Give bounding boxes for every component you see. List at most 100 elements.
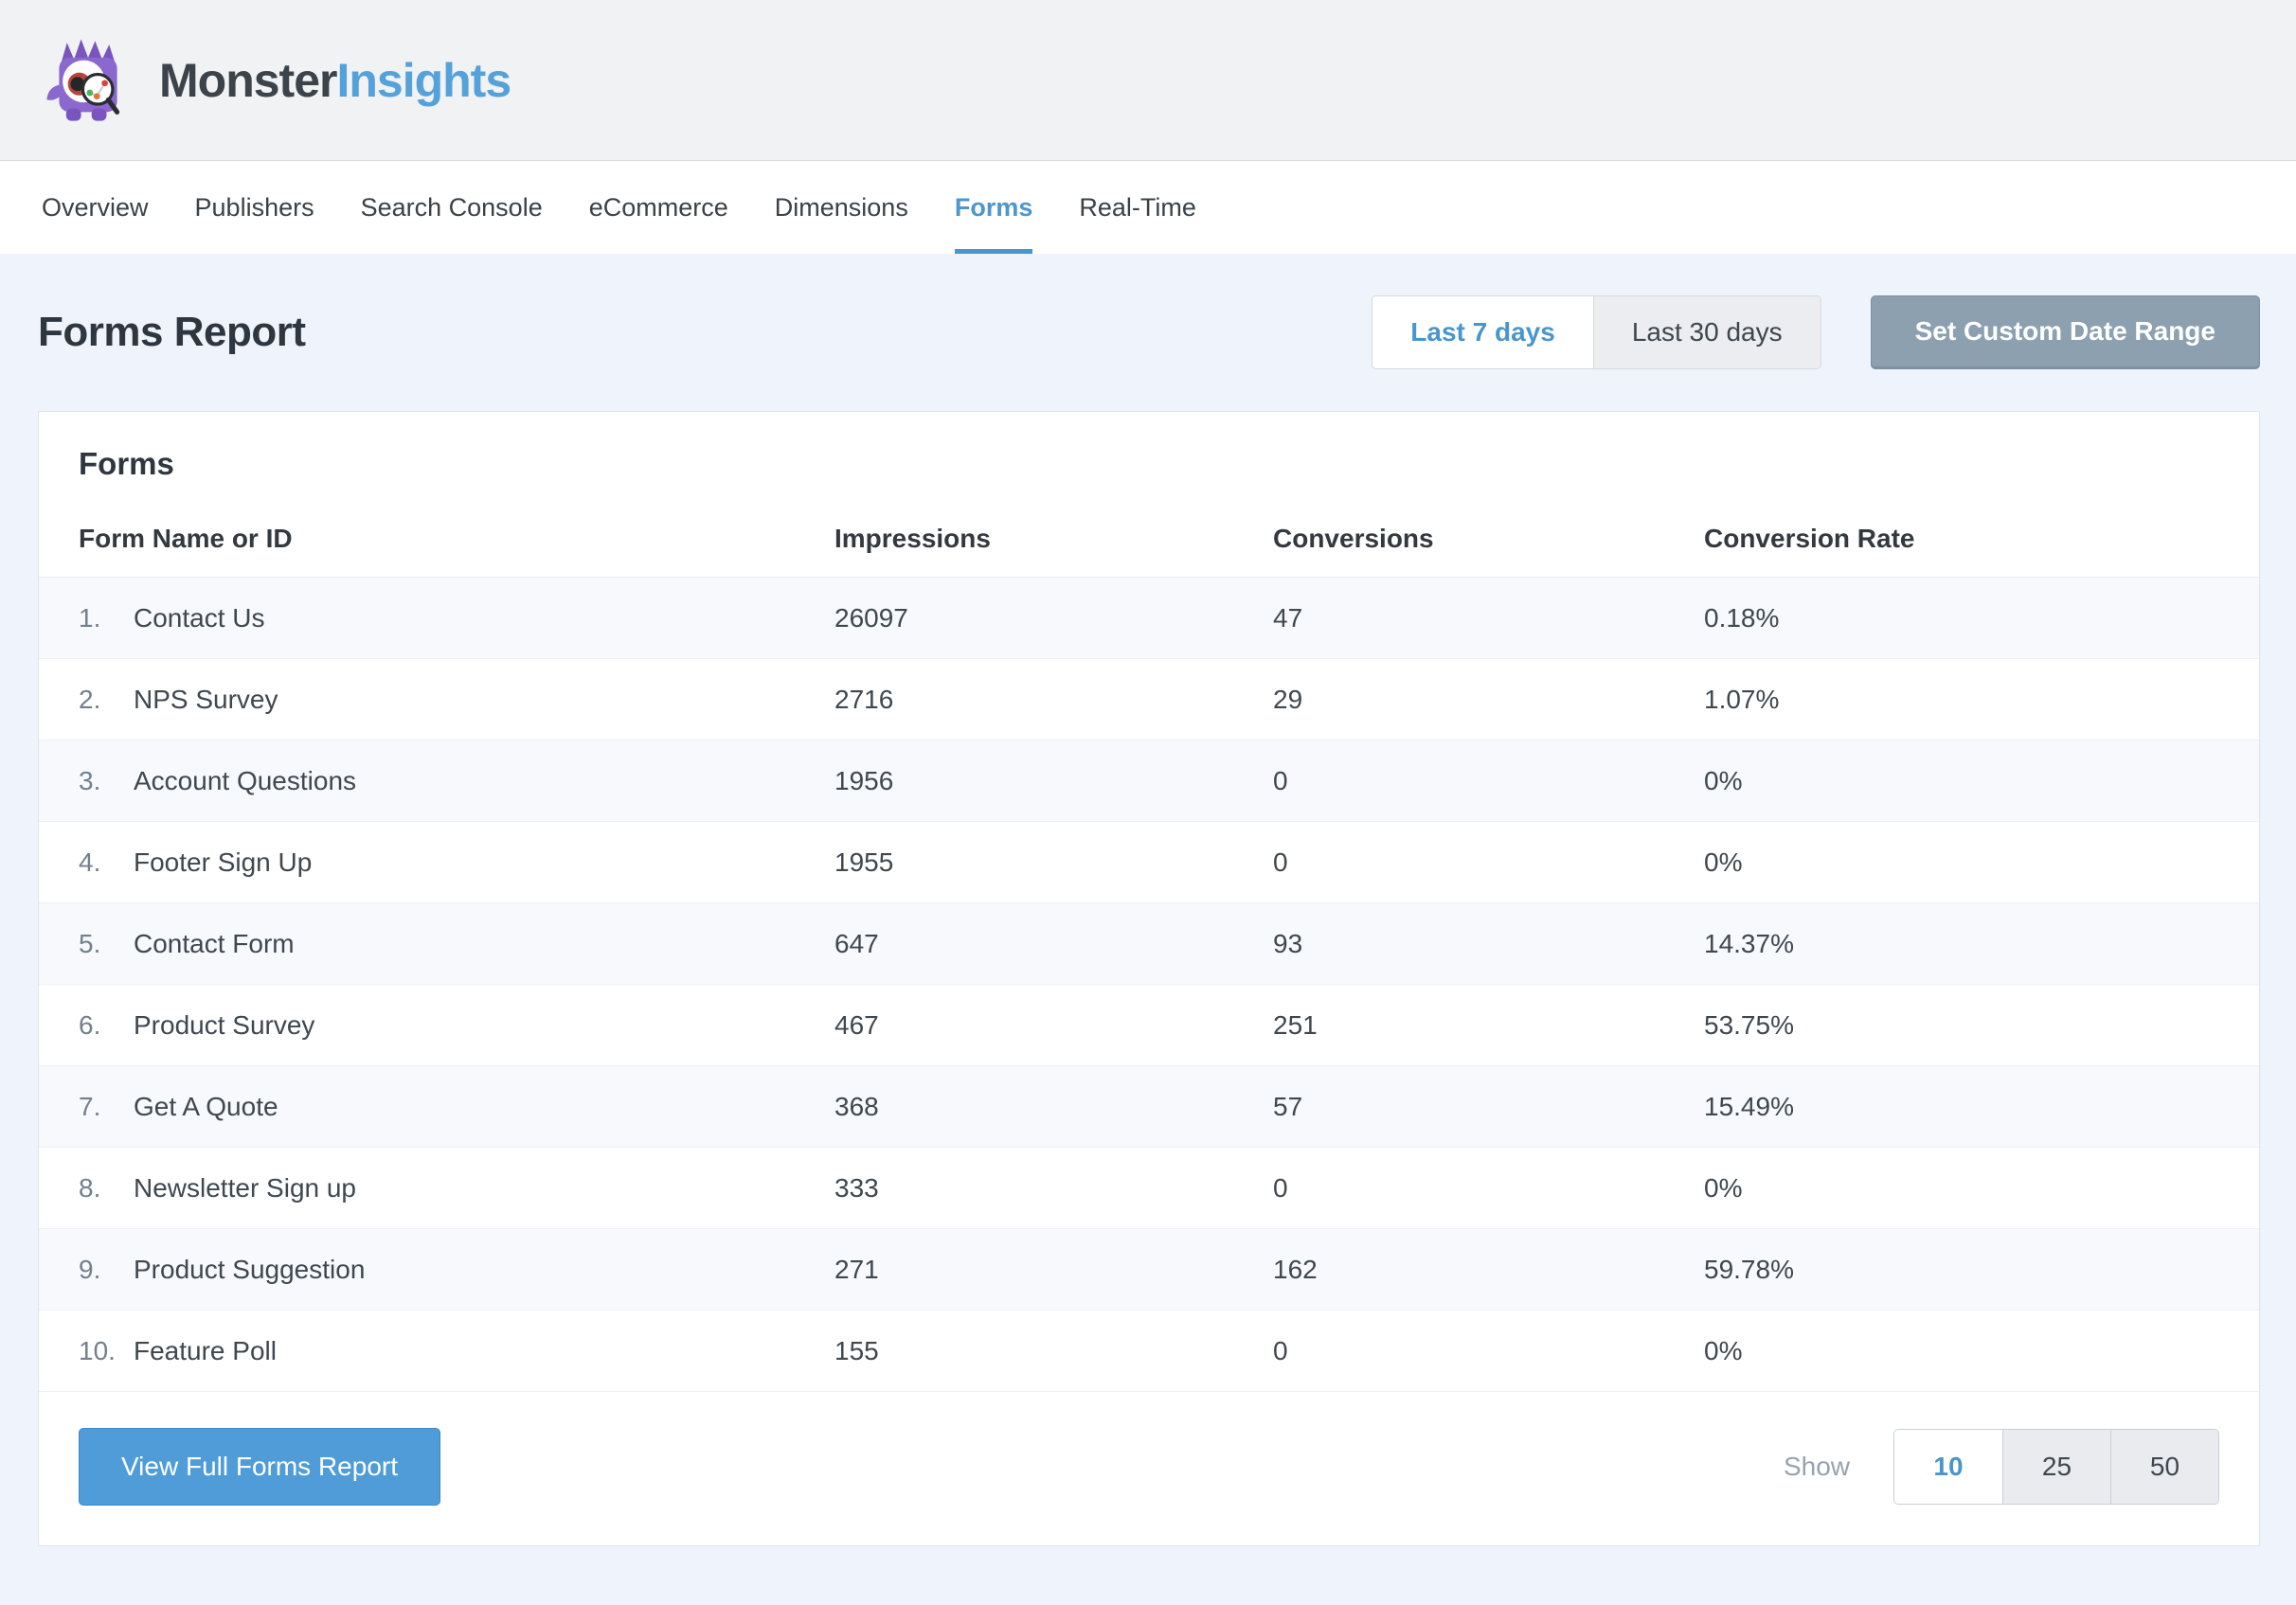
- conversion-rate-value: 1.07%: [1704, 658, 2259, 740]
- nav-tabs: Overview Publishers Search Console eCommerc…: [0, 161, 2296, 254]
- page-size-50[interactable]: 50: [2110, 1430, 2218, 1504]
- monster-mascot-icon: [46, 38, 120, 121]
- form-name: Contact Form: [134, 928, 295, 958]
- conversion-rate-value: 0%: [1704, 1310, 2259, 1392]
- conversions-value: 251: [1273, 984, 1704, 1066]
- nav-tab-dimensions[interactable]: Dimensions: [774, 192, 908, 222]
- nav-tab-real-time[interactable]: Real-Time: [1079, 192, 1196, 222]
- conversion-rate-value: 0%: [1704, 821, 2259, 903]
- column-header-conversions: Conversions: [1273, 505, 1704, 578]
- date-range-option-last-7-days[interactable]: Last 7 days: [1372, 296, 1593, 368]
- table-row: 7. Get A Quote 368 57 15.49%: [39, 1065, 2259, 1148]
- impressions-value: 26097: [834, 577, 1273, 659]
- row-rank: 2.: [79, 684, 101, 714]
- column-header-form-name: Form Name or ID: [39, 505, 834, 578]
- brand-wordmark: MonsterInsights: [159, 53, 511, 108]
- conversions-value: 0: [1273, 1310, 1704, 1392]
- impressions-value: 1955: [834, 821, 1273, 903]
- table-header-row: Form Name or ID Impressions Conversions …: [39, 505, 2259, 578]
- form-name: Feature Poll: [134, 1335, 277, 1365]
- form-name-cell: 5. Contact Form: [39, 902, 834, 985]
- conversion-rate-value: 0%: [1704, 740, 2259, 822]
- impressions-value: 368: [834, 1065, 1273, 1148]
- column-header-impressions: Impressions: [834, 505, 1273, 578]
- conversions-value: 29: [1273, 658, 1704, 740]
- show-label: Show: [1783, 1452, 1850, 1481]
- form-name-cell: 10. Feature Poll: [39, 1310, 834, 1392]
- conversion-rate-value: 14.37%: [1704, 902, 2259, 985]
- form-name-cell: 8. Newsletter Sign up: [39, 1147, 834, 1229]
- table-row: 10. Feature Poll 155 0 0%: [39, 1310, 2259, 1392]
- column-header-conversion-rate: Conversion Rate: [1704, 505, 2259, 578]
- card-title: Forms: [79, 446, 174, 481]
- form-name-cell: 4. Footer Sign Up: [39, 821, 834, 903]
- brand-word-insights: Insights: [336, 53, 511, 107]
- nav-tab-search-console[interactable]: Search Console: [360, 192, 543, 222]
- form-name-cell: 2. NPS Survey: [39, 658, 834, 740]
- table-row: 2. NPS Survey 2716 29 1.07%: [39, 658, 2259, 740]
- form-name: Footer Sign Up: [134, 847, 313, 877]
- row-rank: 3.: [79, 765, 101, 795]
- conversions-value: 162: [1273, 1228, 1704, 1311]
- table-row: 1. Contact Us 26097 47 0.18%: [39, 577, 2259, 659]
- conversions-value: 47: [1273, 577, 1704, 659]
- date-range-option-last-30-days[interactable]: Last 30 days: [1592, 296, 1821, 368]
- form-name: Contact Us: [134, 602, 265, 633]
- view-full-forms-report-button[interactable]: View Full Forms Report: [79, 1428, 441, 1506]
- form-name: Product Suggestion: [134, 1254, 366, 1284]
- set-custom-date-range-button[interactable]: Set Custom Date Range: [1870, 295, 2260, 369]
- conversions-value: 0: [1273, 821, 1704, 903]
- form-name-cell: 1. Contact Us: [39, 577, 834, 659]
- row-rank: 8.: [79, 1172, 101, 1203]
- form-name: Product Survey: [134, 1009, 315, 1040]
- impressions-value: 2716: [834, 658, 1273, 740]
- table-row: 4. Footer Sign Up 1955 0 0%: [39, 821, 2259, 903]
- top-header: MonsterInsights: [0, 0, 2296, 161]
- page-size-10[interactable]: 10: [1894, 1430, 2002, 1504]
- forms-table: Form Name or ID Impressions Conversions …: [39, 505, 2259, 1392]
- date-range-toggle: Last 7 days Last 30 days: [1372, 295, 1821, 369]
- brand-logo[interactable]: MonsterInsights: [40, 32, 511, 129]
- table-row: 8. Newsletter Sign up 333 0 0%: [39, 1147, 2259, 1229]
- conversions-value: 0: [1273, 1147, 1704, 1229]
- form-name: NPS Survey: [134, 684, 278, 714]
- nav-tab-forms[interactable]: Forms: [955, 161, 1033, 254]
- table-row: 3. Account Questions 1956 0 0%: [39, 740, 2259, 822]
- row-rank: 9.: [79, 1254, 101, 1284]
- form-name-cell: 9. Product Suggestion: [39, 1228, 834, 1311]
- form-name-cell: 7. Get A Quote: [39, 1065, 834, 1148]
- conversion-rate-value: 59.78%: [1704, 1228, 2259, 1311]
- impressions-value: 647: [834, 902, 1273, 985]
- conversion-rate-value: 15.49%: [1704, 1065, 2259, 1148]
- table-row: 5. Contact Form 647 93 14.37%: [39, 902, 2259, 985]
- row-rank: 5.: [79, 928, 101, 958]
- nav-tab-publishers[interactable]: Publishers: [194, 192, 314, 222]
- impressions-value: 271: [834, 1228, 1273, 1311]
- form-name: Get A Quote: [134, 1091, 278, 1121]
- form-name: Newsletter Sign up: [134, 1172, 357, 1203]
- forms-card: Forms Form Name or ID Impressions Conver…: [38, 411, 2260, 1546]
- conversion-rate-value: 53.75%: [1704, 984, 2259, 1066]
- conversions-value: 0: [1273, 740, 1704, 822]
- date-controls: Last 7 days Last 30 days Set Custom Date …: [1372, 295, 2260, 369]
- form-name-cell: 6. Product Survey: [39, 984, 834, 1066]
- nav-tab-overview[interactable]: Overview: [42, 192, 149, 222]
- forms-table-body: 1. Contact Us 26097 47 0.18% 2. NPS Survey 2716…: [39, 577, 2259, 1392]
- impressions-value: 1956: [834, 740, 1273, 822]
- page-size-controls: Show 10 25 50: [1784, 1429, 2219, 1505]
- row-rank: 6.: [79, 1009, 101, 1040]
- conversion-rate-value: 0%: [1704, 1147, 2259, 1229]
- table-row: 6. Product Survey 467 251 53.75%: [39, 984, 2259, 1066]
- page-size-group: 10 25 50: [1893, 1429, 2219, 1505]
- impressions-value: 155: [834, 1310, 1273, 1392]
- page-size-25[interactable]: 25: [2002, 1430, 2110, 1504]
- form-name-cell: 3. Account Questions: [39, 740, 834, 822]
- page-content: Forms Report Last 7 days Last 30 days Set…: [0, 295, 2296, 1546]
- conversion-rate-value: 0.18%: [1704, 577, 2259, 659]
- nav-tab-ecommerce[interactable]: eCommerce: [588, 192, 728, 222]
- impressions-value: 333: [834, 1147, 1273, 1229]
- conversions-value: 57: [1273, 1065, 1704, 1148]
- row-rank: 4.: [79, 847, 101, 877]
- brand-word-monster: Monster: [159, 53, 337, 107]
- impressions-value: 467: [834, 984, 1273, 1066]
